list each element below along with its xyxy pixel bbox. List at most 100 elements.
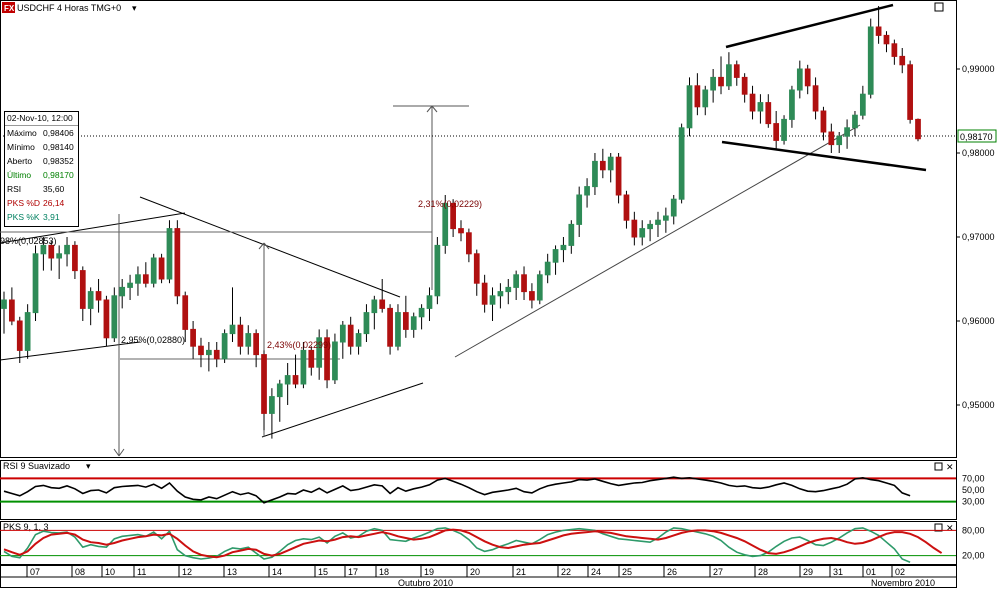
data-window-row-value: 3,91 bbox=[43, 212, 60, 222]
candle-bull bbox=[710, 76, 717, 91]
candle-bear bbox=[213, 349, 220, 360]
price-pane bbox=[0, 0, 957, 458]
day-label: 07 bbox=[30, 567, 40, 577]
candle-bull bbox=[371, 299, 378, 314]
day-label: 02 bbox=[895, 567, 905, 577]
uptrend-line[interactable] bbox=[454, 124, 861, 358]
broadening-upper-line[interactable] bbox=[725, 3, 894, 49]
candle-bear bbox=[521, 274, 527, 293]
maximize-icon[interactable] bbox=[934, 2, 944, 12]
day-label: 08 bbox=[75, 567, 85, 577]
candle-bull bbox=[166, 228, 173, 280]
channel-upper-line[interactable] bbox=[0, 212, 186, 244]
candle-bull bbox=[592, 160, 598, 188]
candle-bear bbox=[733, 64, 740, 78]
rsi-pane bbox=[0, 460, 957, 520]
candle-bear bbox=[458, 228, 464, 234]
candle-bear bbox=[347, 324, 354, 347]
pks-axis: 80,00 20,00 bbox=[962, 525, 985, 560]
candle-bear bbox=[599, 160, 606, 171]
candle-bull bbox=[418, 307, 425, 318]
data-window-row: PKS %K 3,91 bbox=[5, 210, 78, 224]
day-label: 17 bbox=[348, 567, 358, 577]
candle-bear bbox=[718, 76, 724, 87]
candle-bull bbox=[119, 286, 126, 297]
day-label: 18 bbox=[379, 567, 389, 577]
rsi-dropdown-icon[interactable]: ▾ bbox=[86, 461, 91, 471]
data-window-row: Aberto 0,98352 bbox=[5, 154, 78, 168]
candle-bear bbox=[190, 328, 196, 347]
data-window-row-label: PKS %K bbox=[7, 212, 40, 222]
rsi-tick-label: 30,00 bbox=[962, 497, 985, 507]
current-price-marker bbox=[957, 129, 997, 143]
candle-bear bbox=[915, 118, 921, 140]
drawing-tools[interactable] bbox=[0, 3, 927, 457]
rsi-title[interactable]: RSI 9 Suavizado bbox=[3, 461, 70, 471]
candle-bull bbox=[355, 333, 362, 347]
data-window-row-label: Mínimo bbox=[7, 142, 35, 152]
triangle-lower-line[interactable] bbox=[261, 382, 424, 438]
candle-bull bbox=[269, 396, 275, 414]
candle-bull bbox=[1, 299, 7, 309]
candle-bull bbox=[647, 223, 653, 230]
day-label: 26 bbox=[667, 567, 677, 577]
title-dropdown-icon[interactable]: ▾ bbox=[132, 3, 137, 13]
rsi-close-icon[interactable]: ✕ bbox=[946, 462, 954, 472]
candle-bull bbox=[702, 89, 709, 108]
candle-bull bbox=[426, 295, 433, 309]
symbol-badge bbox=[2, 2, 15, 13]
month-label-november: Novembro 2010 bbox=[871, 578, 935, 588]
day-label: 29 bbox=[803, 567, 813, 577]
candles bbox=[1, 6, 921, 439]
price-axis: 0,99000 0,98000 0,97000 0,96000 0,95000 bbox=[956, 64, 995, 410]
candle-bear bbox=[387, 307, 393, 347]
candle-bull bbox=[111, 295, 118, 339]
candle-bull bbox=[24, 312, 31, 351]
data-window-row: PKS %D 26,14 bbox=[5, 196, 78, 210]
candle-bear bbox=[907, 64, 913, 120]
data-window-row-label: Último bbox=[7, 170, 32, 180]
candle-bull bbox=[536, 274, 543, 301]
rsi-maximize-icon[interactable] bbox=[934, 462, 943, 471]
broadening-lower-line[interactable] bbox=[721, 140, 927, 172]
candle-bull bbox=[64, 244, 70, 255]
day-label: 10 bbox=[105, 567, 115, 577]
candle-bear bbox=[158, 257, 165, 280]
candle-bear bbox=[773, 123, 780, 141]
pks-tick-label: 80,00 bbox=[962, 525, 985, 535]
pks-maximize-icon[interactable] bbox=[934, 523, 943, 532]
candle-bull bbox=[678, 127, 685, 200]
data-window-row-value: 0,98140 bbox=[43, 142, 74, 152]
candle-bull bbox=[836, 135, 843, 146]
channel-lower-line[interactable] bbox=[0, 341, 141, 361]
candle-bear bbox=[261, 354, 267, 414]
data-window-row: Mínimo 0,98140 bbox=[5, 140, 78, 154]
triangle-upper-line[interactable] bbox=[139, 196, 401, 298]
candle-bull bbox=[607, 156, 614, 171]
current-price-label: 0,98170 bbox=[960, 132, 993, 142]
candle-bear bbox=[379, 299, 386, 309]
day-label: 14 bbox=[272, 567, 282, 577]
pks-close-icon[interactable]: ✕ bbox=[946, 523, 954, 533]
candle-bear bbox=[615, 156, 622, 196]
candle-bull bbox=[229, 324, 236, 335]
candle-bear bbox=[16, 320, 23, 351]
candle-bull bbox=[852, 114, 858, 129]
candle-bear bbox=[450, 202, 456, 230]
candle-bull bbox=[434, 244, 441, 297]
pks-title[interactable]: PKS 9, 1, 3 bbox=[3, 522, 49, 532]
symbol-badge-text: FX bbox=[4, 4, 15, 13]
candle-bear bbox=[828, 131, 835, 146]
candle-bear bbox=[48, 244, 55, 259]
price-tick-label: 0,99000 bbox=[962, 64, 995, 74]
candle-bull bbox=[686, 85, 693, 129]
candle-bear bbox=[875, 26, 882, 36]
candle-bear bbox=[891, 43, 898, 57]
candle-bull bbox=[844, 127, 850, 137]
data-window-row: Máximo 0,98406 bbox=[5, 126, 78, 140]
pks-d-line bbox=[3, 528, 943, 559]
candle-bull bbox=[56, 253, 63, 259]
day-label: 24 bbox=[591, 567, 601, 577]
candle-bear bbox=[253, 333, 260, 356]
data-window-row: RSI 35,60 bbox=[5, 182, 78, 196]
